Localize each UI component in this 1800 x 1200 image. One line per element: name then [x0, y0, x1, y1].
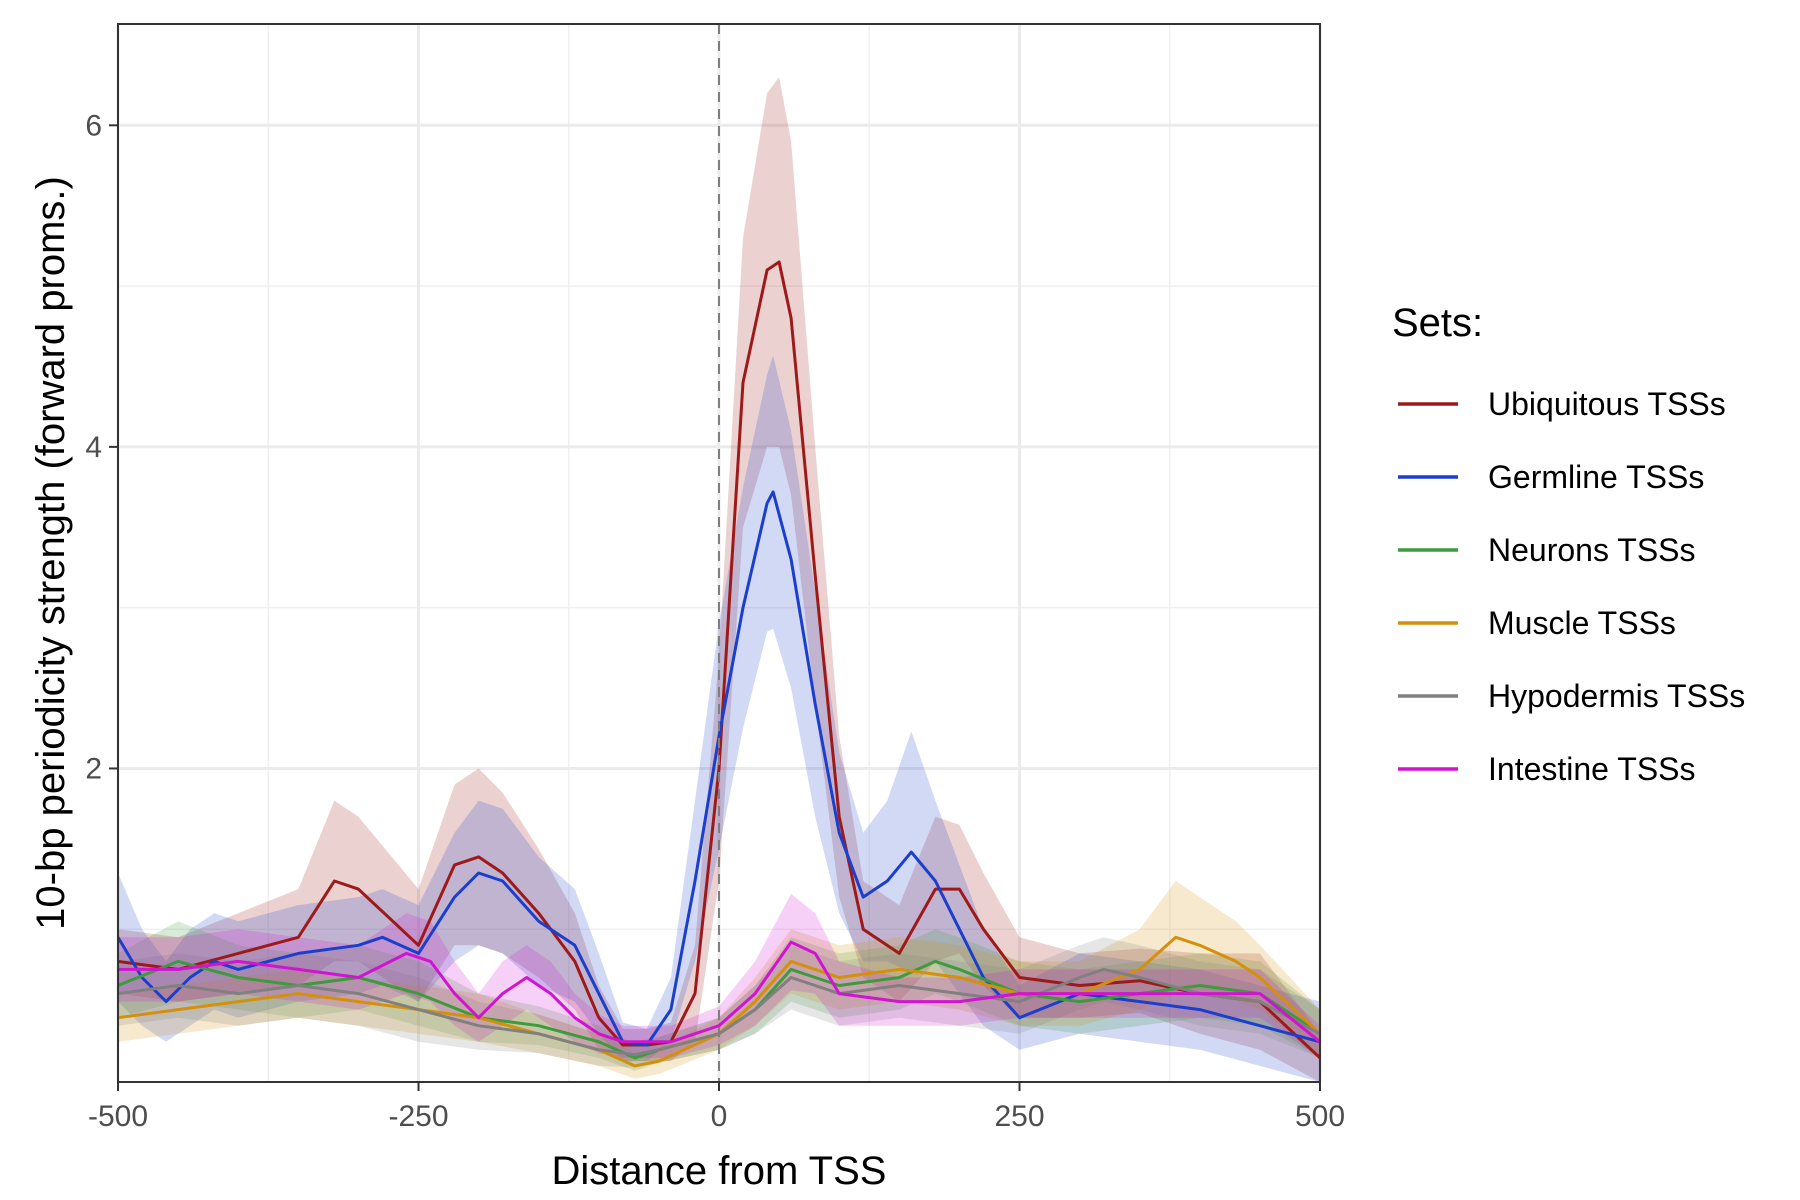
y-axis-title: 10-bp periodicity strength (forward prom…: [29, 176, 73, 930]
line-intestine-tsss: [118, 940, 1321, 1044]
x-axis: -500 -250 0 250 500: [88, 1082, 1345, 1133]
legend-label-intestine-tsss: Intestine TSSs: [1488, 751, 1696, 787]
band-neurons-tsss: [118, 921, 1320, 1071]
legend-label-germline-tsss: Germline TSSs: [1488, 459, 1704, 495]
y-axis: 2 4 6: [85, 109, 118, 785]
x-tick-label: 500: [1295, 1100, 1345, 1133]
y-tick-label: 4: [85, 431, 102, 464]
band-germline-tsss: [118, 355, 1320, 1082]
series-lines: [116, 260, 1322, 1068]
legend-label-ubiquitous-tsss: Ubiquitous TSSs: [1488, 386, 1726, 422]
legend-label-muscle-tsss: Muscle TSSs: [1488, 605, 1676, 641]
x-tick-label: 250: [994, 1100, 1044, 1133]
line-hypodermis-tsss: [117, 967, 1321, 1057]
line-muscle-tsss: [117, 935, 1322, 1068]
band-ubiquitous-tsss: [118, 77, 1320, 1083]
band-muscle-tsss: [118, 881, 1320, 1079]
y-tick-label: 2: [85, 752, 102, 785]
x-tick-label: 0: [711, 1100, 728, 1133]
y-tick-label: 6: [85, 109, 102, 142]
legend-label-hypodermis-tsss: Hypodermis TSSs: [1488, 678, 1745, 714]
legend-title: Sets:: [1392, 301, 1483, 345]
x-tick-label: -250: [388, 1100, 448, 1133]
x-axis-title: Distance from TSS: [552, 1149, 887, 1193]
band-hypodermis-tsss: [118, 937, 1320, 1068]
legend-label-neurons-tsss: Neurons TSSs: [1488, 532, 1696, 568]
line-germline-tsss: [116, 490, 1321, 1047]
legend: Sets: Ubiquitous TSSs Germline TSSs Neuron…: [1392, 301, 1745, 787]
line-ubiquitous-tsss: [117, 260, 1322, 1059]
x-tick-label: -500: [88, 1100, 148, 1133]
